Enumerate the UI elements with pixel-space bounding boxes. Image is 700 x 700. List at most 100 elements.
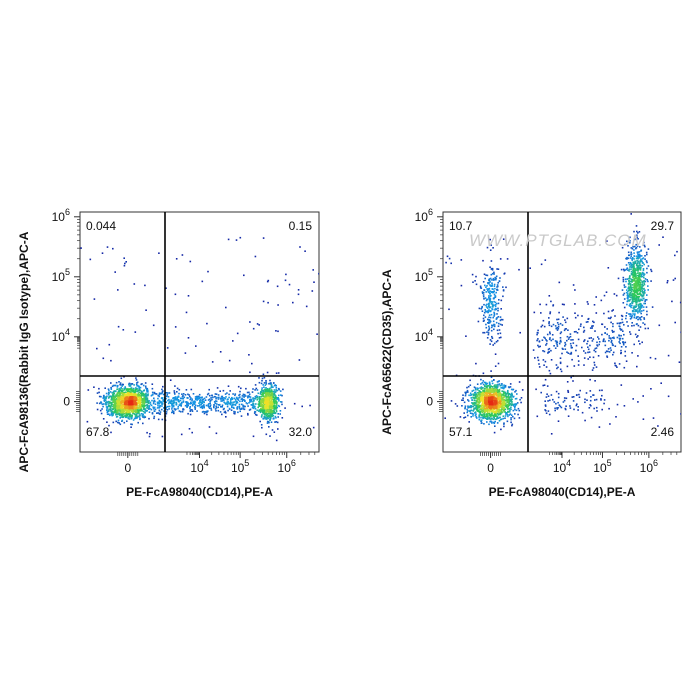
event-dot xyxy=(487,329,490,332)
event-dot xyxy=(631,322,633,324)
event-dot xyxy=(117,413,119,415)
event-dot xyxy=(571,358,573,361)
event-dot xyxy=(634,274,637,277)
event-dot xyxy=(544,259,547,261)
event-dot xyxy=(238,403,241,406)
event-dot xyxy=(478,418,481,421)
event-dot xyxy=(263,407,265,410)
event-dot xyxy=(133,398,135,401)
event-dot xyxy=(638,262,641,265)
event-dot xyxy=(479,405,481,408)
event-dot xyxy=(564,408,567,411)
event-dot xyxy=(129,393,132,395)
event-dot xyxy=(636,230,638,233)
event-dot xyxy=(574,312,576,314)
event-dot xyxy=(625,257,627,260)
event-dot xyxy=(107,400,110,403)
event-dot xyxy=(116,393,119,396)
event-dot xyxy=(641,294,644,297)
event-dot xyxy=(264,384,267,386)
event-dot xyxy=(265,402,267,405)
event-dot xyxy=(162,399,164,402)
event-dot xyxy=(153,406,156,409)
event-dot xyxy=(106,410,109,413)
event-dot xyxy=(109,408,111,411)
event-dot xyxy=(261,398,263,401)
event-dot xyxy=(628,293,631,295)
event-dot xyxy=(577,355,579,357)
event-dot xyxy=(248,402,250,404)
event-dot xyxy=(261,389,263,391)
event-dot xyxy=(623,366,626,369)
event-dot xyxy=(501,411,504,413)
event-dots xyxy=(80,236,319,442)
event-dot xyxy=(606,240,608,242)
event-dot xyxy=(121,383,124,386)
event-dot xyxy=(122,403,125,406)
event-dot xyxy=(638,340,640,342)
event-dot xyxy=(481,409,483,412)
event-dot xyxy=(201,280,204,283)
event-dot xyxy=(633,293,635,295)
event-dot xyxy=(630,273,633,275)
event-dot xyxy=(275,409,278,412)
event-dot xyxy=(497,325,500,327)
event-dot xyxy=(173,390,176,392)
event-dot xyxy=(491,326,493,329)
event-dot xyxy=(276,397,279,399)
event-dot xyxy=(629,284,632,287)
event-dot xyxy=(217,406,219,409)
event-dot xyxy=(491,337,494,339)
event-dot xyxy=(206,322,208,325)
event-dot xyxy=(605,291,608,293)
event-dot xyxy=(255,387,258,390)
event-dot xyxy=(601,333,603,336)
event-dot xyxy=(498,337,501,339)
event-dot xyxy=(600,398,602,400)
event-dot xyxy=(549,311,552,313)
event-dot xyxy=(281,417,284,419)
event-dot xyxy=(560,331,563,333)
event-dot xyxy=(577,314,579,317)
event-dot xyxy=(215,410,217,412)
event-dot xyxy=(270,411,273,414)
event-dot xyxy=(639,308,641,310)
event-dot xyxy=(469,412,472,414)
event-dot xyxy=(481,291,484,293)
event-dot xyxy=(672,279,675,281)
event-dot xyxy=(121,416,124,418)
event-dot xyxy=(633,277,636,280)
event-dot xyxy=(563,399,566,402)
event-dot xyxy=(637,305,640,307)
event-dot xyxy=(263,396,266,399)
event-dot xyxy=(567,338,570,340)
event-dot xyxy=(564,348,567,350)
event-dot xyxy=(628,270,630,272)
event-dot xyxy=(631,271,634,274)
event-dot xyxy=(177,406,180,408)
event-dot xyxy=(629,315,631,317)
event-dot xyxy=(545,342,548,345)
event-dot xyxy=(269,417,272,420)
event-dot xyxy=(119,387,121,390)
event-dot xyxy=(629,296,631,298)
event-dot xyxy=(548,347,551,350)
event-dot xyxy=(491,388,493,390)
event-dot xyxy=(151,383,154,385)
event-dot xyxy=(647,265,650,267)
event-dot xyxy=(489,284,491,286)
event-dot xyxy=(509,393,512,396)
event-dot xyxy=(571,346,573,349)
event-dot xyxy=(110,404,112,406)
event-dot xyxy=(160,392,163,395)
event-dot xyxy=(511,392,513,395)
event-dot xyxy=(273,393,276,396)
event-dot xyxy=(557,401,559,404)
event-dot xyxy=(508,411,511,413)
event-dot xyxy=(214,396,217,398)
event-dot xyxy=(125,403,127,406)
event-dot xyxy=(258,396,261,399)
event-dot xyxy=(127,388,130,391)
event-dot xyxy=(279,410,282,412)
event-dot xyxy=(230,398,232,400)
